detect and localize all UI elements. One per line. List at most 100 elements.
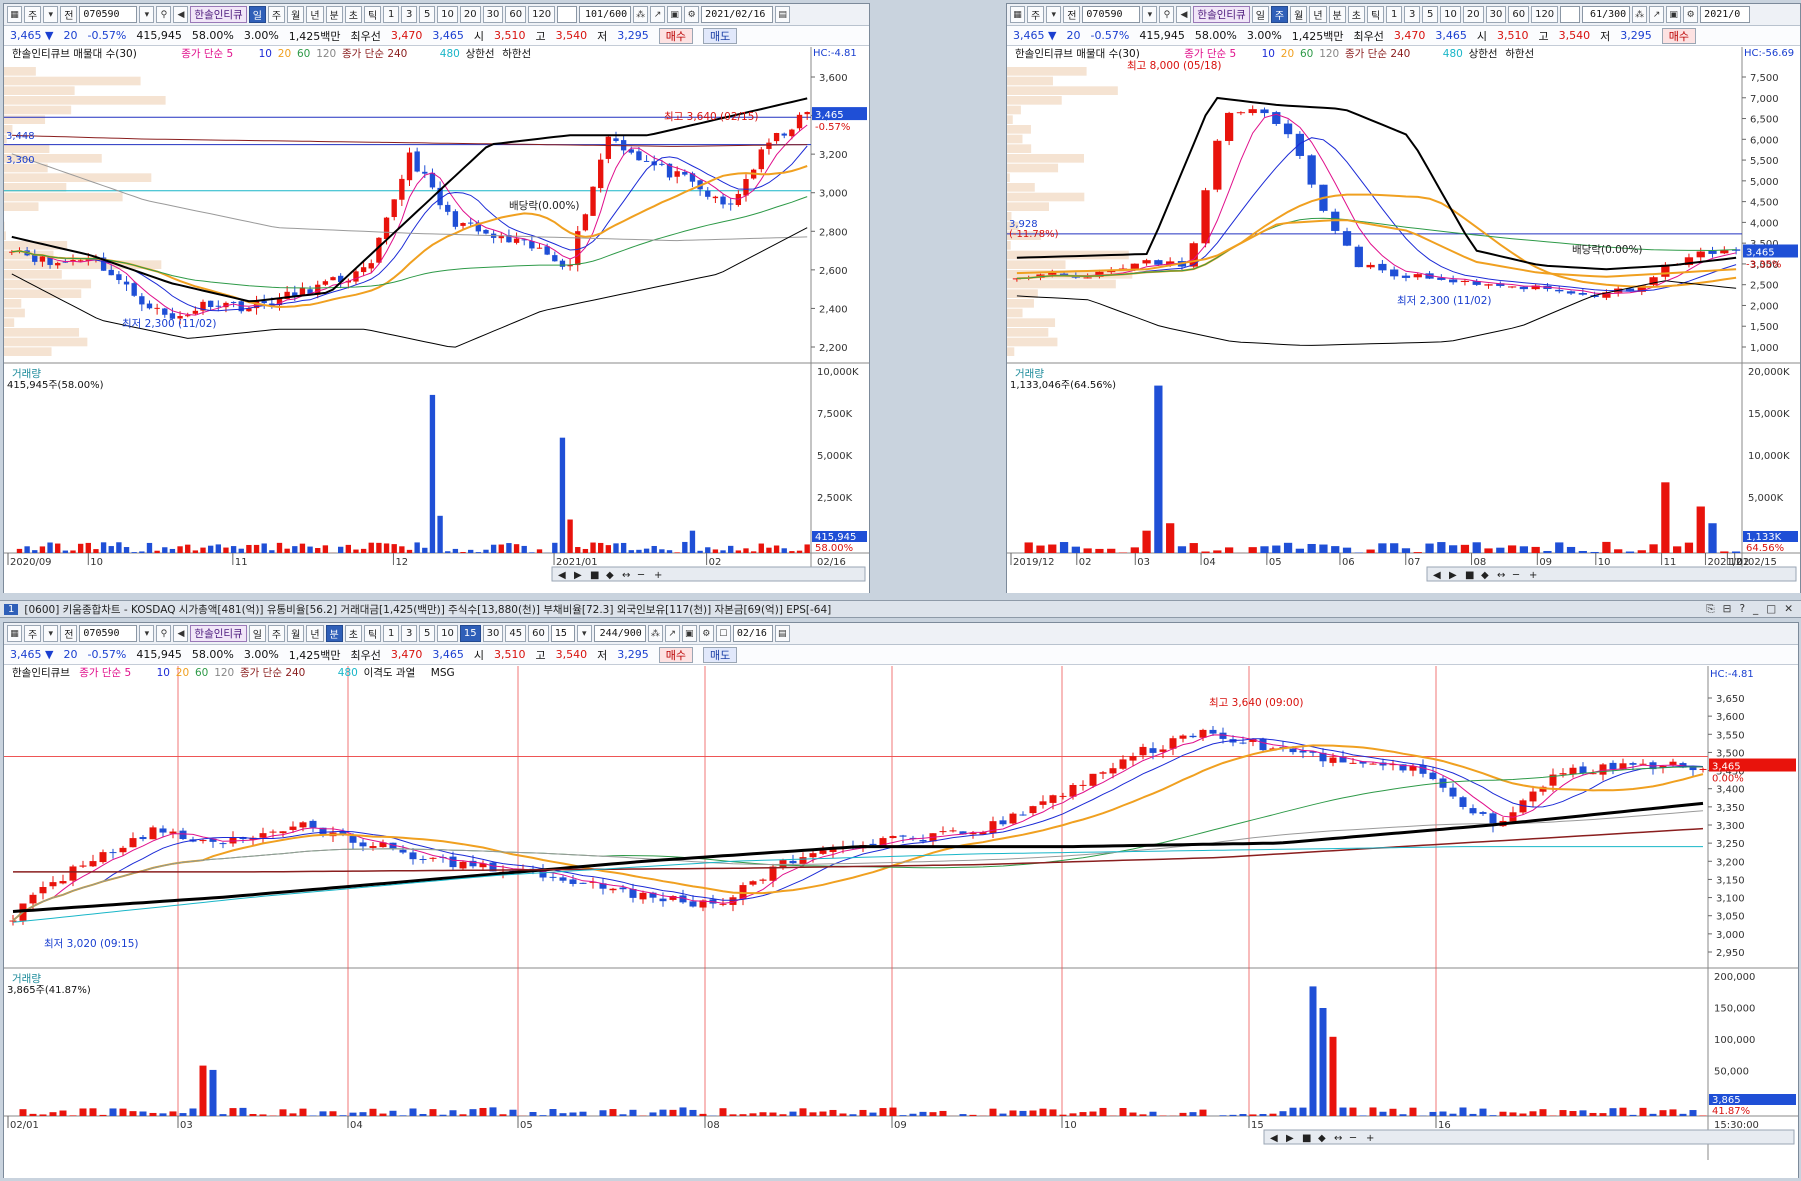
search-icon[interactable]: ⚲ bbox=[1159, 6, 1175, 23]
interval-1-button[interactable]: 1 bbox=[383, 6, 400, 23]
draw-tool-icon[interactable]: ↗ bbox=[664, 625, 680, 642]
interval-30-button[interactable]: 30 bbox=[1485, 6, 1507, 23]
period-year-button[interactable]: 년 bbox=[1309, 6, 1327, 23]
interval-1-button[interactable]: 1 bbox=[383, 625, 400, 642]
interval-15-button[interactable]: 15 bbox=[459, 625, 481, 642]
period-year-button[interactable]: 년 bbox=[306, 625, 324, 642]
period-month-button[interactable]: 월 bbox=[287, 6, 305, 23]
period-week-button[interactable]: 주 bbox=[1270, 6, 1289, 23]
all-button[interactable]: 전 bbox=[1063, 6, 1081, 23]
speaker-icon[interactable]: ◀ bbox=[1176, 6, 1192, 23]
dropdown-icon[interactable]: ▾ bbox=[139, 625, 155, 642]
minute-chart[interactable]: 3,650 3,600 3,550 3,500 3,450 3,400 3,350 3,300… bbox=[4, 666, 1798, 1178]
interval-10-button[interactable]: 10 bbox=[437, 6, 458, 23]
interval-120-button[interactable]: 120 bbox=[1531, 6, 1559, 23]
layout-icon[interactable]: ▦ bbox=[7, 625, 22, 642]
daily-chart[interactable]: 3,6003,4003,2003,0002,8002,6002,4002,200… bbox=[4, 47, 869, 593]
stock-code-input[interactable]: 070590 bbox=[1082, 6, 1141, 23]
interval-5-button[interactable]: 5 bbox=[419, 625, 436, 642]
period-minute-button[interactable]: 분 bbox=[325, 625, 343, 642]
sell-button[interactable]: 매도 bbox=[703, 646, 738, 663]
speaker-icon[interactable]: ◀ bbox=[173, 625, 189, 642]
period-day-button[interactable]: 일 bbox=[248, 625, 266, 642]
dropdown-icon[interactable]: ▾ bbox=[139, 6, 155, 23]
stock-name-label[interactable]: 한솔인티큐 bbox=[190, 625, 247, 642]
interval-3-button[interactable]: 3 bbox=[1404, 6, 1421, 23]
data-count-input[interactable]: 61/300 bbox=[1582, 6, 1631, 23]
dropdown-icon[interactable]: ▾ bbox=[1142, 6, 1158, 23]
period-day-button[interactable]: 일 bbox=[248, 6, 266, 23]
save-icon[interactable]: ▣ bbox=[1666, 6, 1682, 23]
search-icon[interactable]: ⚲ bbox=[156, 6, 172, 23]
interval-3-button[interactable]: 3 bbox=[401, 6, 418, 23]
all-button[interactable]: 전 bbox=[60, 6, 78, 23]
period-second-button[interactable]: 초 bbox=[1347, 6, 1365, 23]
stock-code-input[interactable]: 070590 bbox=[79, 6, 138, 23]
data-count-input[interactable]: 101/600 bbox=[579, 6, 632, 23]
interval-10-button[interactable]: 10 bbox=[1440, 6, 1461, 23]
speaker-icon[interactable]: ◀ bbox=[173, 6, 189, 23]
weekly-chart[interactable]: 7,500 7,000 6,500 6,000 5,500 5,000 4,500 4,000… bbox=[1007, 47, 1800, 593]
all-button[interactable]: 전 bbox=[60, 625, 78, 642]
period-tick-button[interactable]: 틱 bbox=[363, 6, 382, 23]
custom-interval-input[interactable] bbox=[557, 6, 578, 23]
stock-name-label[interactable]: 한솔인티큐 bbox=[1193, 6, 1250, 23]
market-type-button[interactable]: 주 bbox=[1027, 6, 1045, 23]
buy-button[interactable]: 매수 bbox=[1661, 27, 1697, 44]
calendar-icon[interactable]: ▤ bbox=[775, 6, 791, 23]
draw-tool-icon[interactable]: ↗ bbox=[1649, 6, 1665, 23]
period-year-button[interactable]: 년 bbox=[306, 6, 324, 23]
date-input[interactable]: 2021/0 bbox=[1700, 6, 1751, 23]
close-icon[interactable]: ✕ bbox=[1784, 602, 1793, 615]
interval-1-button[interactable]: 1 bbox=[1386, 6, 1403, 23]
pin-icon[interactable]: ⊟ bbox=[1722, 602, 1732, 615]
dropdown-icon[interactable]: ▾ bbox=[1046, 6, 1062, 23]
stock-code-input[interactable]: 070590 bbox=[79, 625, 138, 642]
buy-button[interactable]: 매수 bbox=[658, 646, 694, 663]
stock-name-label[interactable]: 한솔인티큐 bbox=[190, 6, 247, 23]
interval-30-button[interactable]: 30 bbox=[482, 6, 504, 23]
period-day-button[interactable]: 일 bbox=[1251, 6, 1269, 23]
help-icon[interactable]: ? bbox=[1739, 602, 1746, 615]
period-second-button[interactable]: 초 bbox=[344, 625, 362, 642]
interval-20-button[interactable]: 20 bbox=[1462, 6, 1484, 23]
settings-icon[interactable]: ⚙ bbox=[684, 6, 700, 23]
period-minute-button[interactable]: 분 bbox=[325, 6, 343, 23]
period-month-button[interactable]: 월 bbox=[287, 625, 305, 642]
draw-tool-icon[interactable]: ↗ bbox=[650, 6, 666, 23]
interval-60-button[interactable]: 60 bbox=[505, 6, 527, 23]
custom-interval-input[interactable] bbox=[1560, 6, 1581, 23]
sell-button[interactable]: 매도 bbox=[703, 27, 738, 44]
period-week-button[interactable]: 주 bbox=[267, 625, 286, 642]
interval-30-button[interactable]: 30 bbox=[482, 625, 504, 642]
layout-icon[interactable]: ▦ bbox=[1010, 6, 1025, 23]
interval-60-button[interactable]: 60 bbox=[528, 625, 549, 642]
date-input[interactable]: 02/16 bbox=[732, 625, 773, 642]
maximize-icon[interactable]: □ bbox=[1766, 602, 1777, 615]
market-type-button[interactable]: 주 bbox=[24, 625, 42, 642]
grid-tool-icon[interactable]: ⁂ bbox=[647, 625, 663, 642]
interval-20-button[interactable]: 20 bbox=[459, 6, 481, 23]
settings-icon[interactable]: ⚙ bbox=[1683, 6, 1699, 23]
interval-5-button[interactable]: 5 bbox=[419, 6, 436, 23]
layout-icon[interactable]: ▦ bbox=[7, 6, 22, 23]
interval-3-button[interactable]: 3 bbox=[401, 625, 418, 642]
settings-icon[interactable]: ⚙ bbox=[698, 625, 714, 642]
save-icon[interactable]: ▣ bbox=[681, 625, 697, 642]
dropdown-icon[interactable]: ▾ bbox=[43, 625, 59, 642]
custom-interval-input[interactable]: 15 bbox=[550, 625, 575, 642]
minimize-icon[interactable]: _ bbox=[1753, 602, 1759, 615]
period-tick-button[interactable]: 틱 bbox=[1366, 6, 1385, 23]
interval-45-button[interactable]: 45 bbox=[505, 625, 527, 642]
interval-120-button[interactable]: 120 bbox=[528, 6, 556, 23]
grid-tool-icon[interactable]: ⁂ bbox=[633, 6, 649, 23]
period-minute-button[interactable]: 분 bbox=[1328, 6, 1346, 23]
market-type-button[interactable]: 주 bbox=[24, 6, 42, 23]
data-count-input[interactable]: 244/900 bbox=[593, 625, 646, 642]
grid-tool-icon[interactable]: ⁂ bbox=[1632, 6, 1648, 23]
interval-10-button[interactable]: 10 bbox=[437, 625, 458, 642]
period-month-button[interactable]: 월 bbox=[1290, 6, 1308, 23]
checkbox-icon[interactable]: ☐ bbox=[715, 625, 731, 642]
save-icon[interactable]: ▣ bbox=[667, 6, 683, 23]
search-icon[interactable]: ⚲ bbox=[156, 625, 172, 642]
